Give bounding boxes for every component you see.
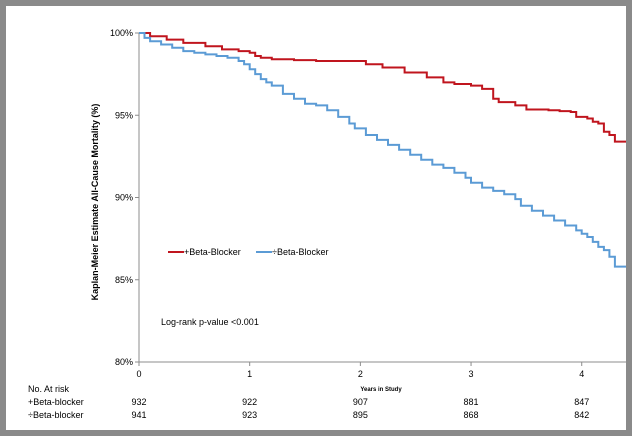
risk-count: 941 (131, 410, 146, 420)
x-tick-label: 0 (136, 369, 141, 379)
risk-count: 895 (353, 410, 368, 420)
legend-label-no-beta-blocker: ÷Beta-Blocker (272, 247, 328, 257)
legend: +Beta-Blocker ÷Beta-Blocker (168, 247, 328, 257)
risk-count: 923 (242, 410, 257, 420)
x-tick-label: 3 (469, 369, 474, 379)
x-tick-label: 4 (579, 369, 584, 379)
legend-label-beta-blocker: +Beta-Blocker (184, 247, 241, 257)
series-line-beta-blocker (139, 32, 626, 143)
risk-table: No. At risk +Beta-blocker ÷Beta-blocker … (28, 384, 589, 420)
risk-count: 881 (464, 397, 479, 407)
x-tick-label: 2 (358, 369, 363, 379)
km-chart: Kaplan-Meier Estimate All-Cause Mortalit… (28, 28, 626, 420)
y-tick-label: 90% (115, 193, 133, 203)
risk-count: 842 (574, 410, 589, 420)
axes: 80% 85% 90% 95% 100% 0 1 2 3 4 (110, 28, 626, 379)
risk-row-label: +Beta-blocker (28, 397, 84, 407)
x-axis-label: Years in Study (360, 387, 402, 393)
risk-count: 868 (464, 410, 479, 420)
y-axis-label: Kaplan-Meier Estimate All-Cause Mortalit… (90, 104, 100, 301)
y-tick-label: 85% (115, 275, 133, 285)
annotation-p-value: Log-rank p-value <0.001 (161, 317, 259, 327)
y-tick-label: 95% (115, 110, 133, 120)
series-layer (139, 32, 626, 268)
series-line-no-beta-blocker (139, 32, 626, 268)
risk-count: 922 (242, 397, 257, 407)
x-tick-label: 1 (247, 369, 252, 379)
y-tick-label: 80% (115, 357, 133, 367)
risk-row-label: ÷Beta-blocker (28, 410, 83, 420)
risk-table-title: No. At risk (28, 384, 70, 394)
risk-count: 907 (353, 397, 368, 407)
y-tick-label: 100% (110, 28, 133, 38)
risk-count: 847 (574, 397, 589, 407)
risk-count: 932 (131, 397, 146, 407)
